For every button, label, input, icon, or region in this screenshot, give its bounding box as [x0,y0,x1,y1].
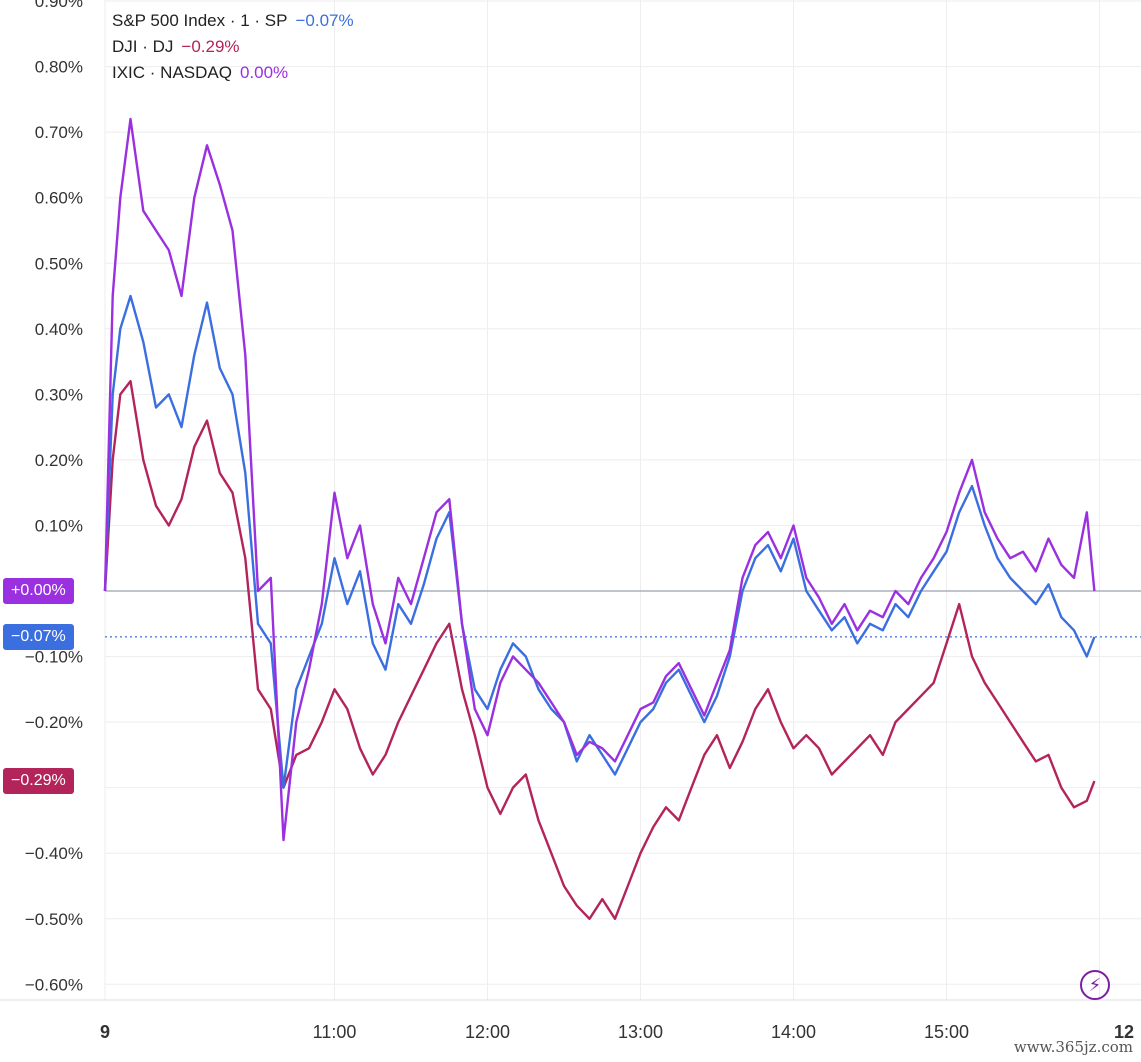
grid [104,0,1141,1000]
y-tick-label: 0.80% [35,58,83,77]
x-tick-label: 12 [1114,1022,1134,1042]
x-tick-label: 13:00 [618,1022,663,1042]
x-tick-label: 14:00 [771,1022,816,1042]
x-tick-label: 11:00 [313,1022,357,1042]
sp500-last-value-flag: −0.07% [3,623,74,650]
legend-item-sp500[interactable]: S&P 500 Index · 1 · SP −0.07% [112,8,354,34]
y-tick-label: −0.20% [25,713,83,732]
y-tick-label: 0.50% [35,254,83,273]
series-lines [103,117,1096,920]
y-tick-label: 0.60% [35,189,83,208]
legend-label: IXIC · NASDAQ [112,63,232,82]
y-tick-label: −0.40% [25,844,83,863]
dji-line [103,380,1096,920]
y-tick-label: −0.60% [25,975,83,994]
y-tick-label: 0.20% [35,451,83,470]
y-tick-label: 0.90% [35,0,83,11]
lightning-bolt-icon[interactable]: ⚡ [1080,970,1110,1000]
legend-change: −0.07% [295,11,354,30]
reference-lines [105,590,1141,638]
sp500-line [103,294,1096,789]
y-axis: 0.90% 0.80% 0.70% 0.60% 0.50% 0.40% 0.30% 0.20%… [25,0,83,994]
y-tick-label: −0.50% [25,910,83,929]
x-tick-label: 9 [100,1022,110,1042]
legend-item-nasdaq[interactable]: IXIC · NASDAQ 0.00% [112,60,354,86]
legend-label: S&P 500 Index · 1 · SP [112,11,288,30]
legend: S&P 500 Index · 1 · SP −0.07% DJI · DJ −0.… [112,8,354,86]
dji-last-value-flag: −0.29% [3,768,74,795]
legend-change: 0.00% [239,63,289,82]
nasdaq-line [103,117,1096,842]
watermark: www.365jz.com [1013,1038,1133,1056]
y-tick-label: 0.30% [35,385,83,404]
x-axis: 9 11:00 12:00 13:00 14:00 15:00 12 [0,999,1141,1042]
legend-change: −0.29% [181,37,240,56]
legend-item-dji[interactable]: DJI · DJ −0.29% [112,34,354,60]
legend-label: DJI · DJ [112,37,174,56]
y-tick-label: 0.70% [35,123,83,142]
y-tick-label: −0.10% [25,648,83,667]
y-tick-label: 0.40% [35,320,83,339]
y-tick-label: 0.10% [35,516,83,535]
nasdaq-last-value-flag: +0.00% [3,578,74,604]
x-tick-label: 12:00 [465,1022,510,1042]
x-tick-label: 15:00 [924,1022,969,1042]
